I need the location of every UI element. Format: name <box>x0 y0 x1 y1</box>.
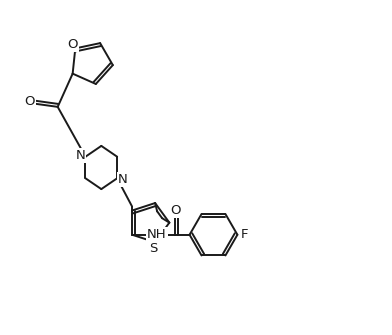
Text: F: F <box>240 228 248 241</box>
Text: NH: NH <box>147 228 167 241</box>
Text: O: O <box>25 95 35 109</box>
Text: N: N <box>118 173 127 186</box>
Text: O: O <box>67 38 78 51</box>
Text: N: N <box>75 149 85 162</box>
Text: O: O <box>171 204 181 217</box>
Text: S: S <box>149 242 158 255</box>
